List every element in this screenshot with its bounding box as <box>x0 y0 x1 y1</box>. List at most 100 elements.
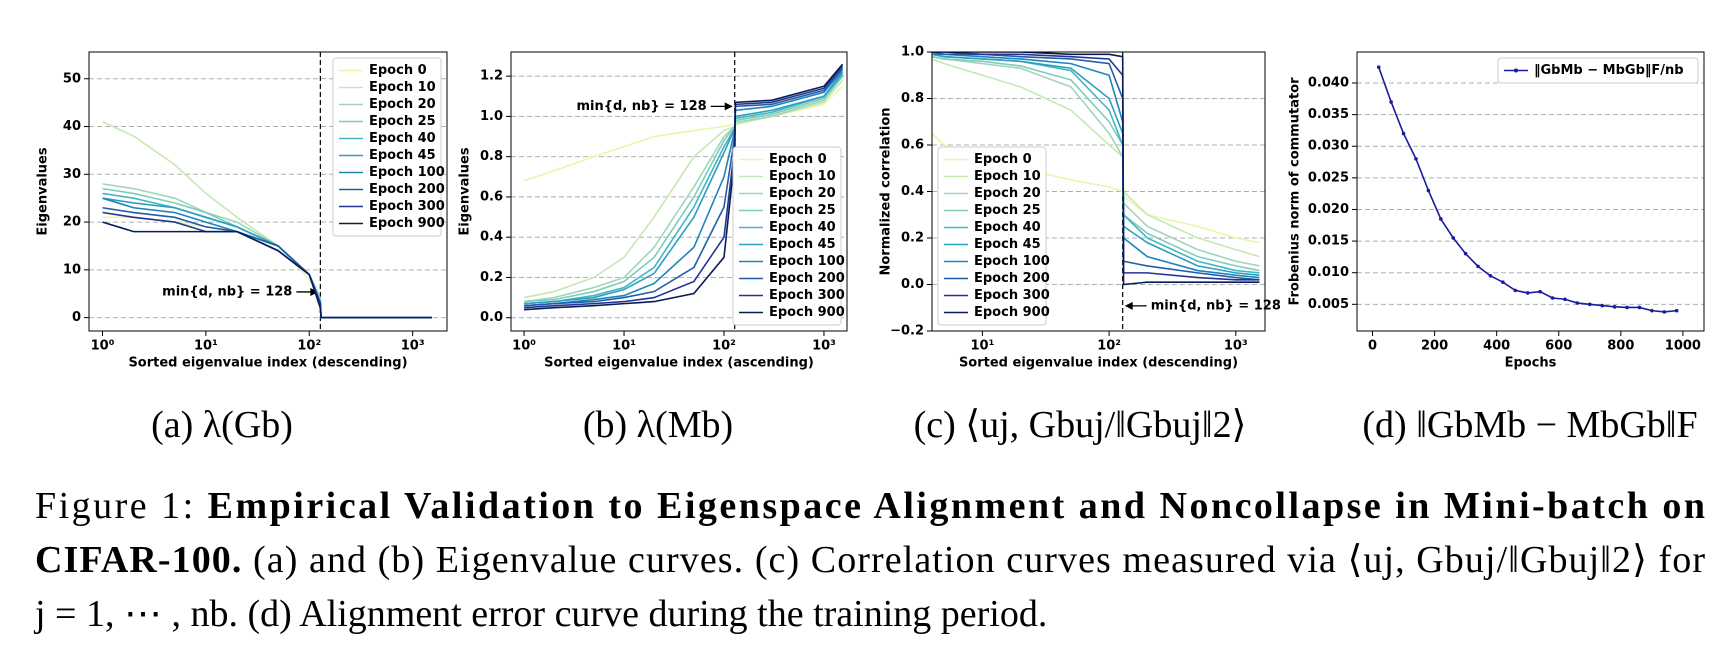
legend-label: Epoch 200 <box>369 182 445 197</box>
annotation: min{d, nb} = 128 <box>1151 298 1281 313</box>
annotation-arrowhead <box>724 102 733 111</box>
legend-label: Epoch 300 <box>769 288 845 303</box>
x-tick-label: 0 <box>1368 339 1377 354</box>
marker <box>1550 296 1555 300</box>
marker <box>1637 305 1642 310</box>
legend-label: Epoch 45 <box>974 237 1041 252</box>
series-line <box>524 73 844 305</box>
legend-label: Epoch 200 <box>974 271 1050 286</box>
y-tick-label: 0.020 <box>1308 202 1349 217</box>
subcaption: (c) ⟨uj, Gbuj/‖Gbuj‖2⟩ <box>914 404 1247 446</box>
series-line <box>932 53 1260 279</box>
y-tick-label: 0 <box>72 310 81 325</box>
marker <box>1650 308 1654 313</box>
series-line <box>932 55 1260 267</box>
marker <box>1612 305 1617 309</box>
marker <box>1426 188 1431 193</box>
annotation: min{d, nb} = 128 <box>162 284 292 299</box>
caption-line: Figure 1: Empirical Validation to Eigens… <box>35 485 1705 527</box>
marker <box>1662 310 1667 314</box>
x-tick-label: 10³ <box>812 339 836 354</box>
y-tick-label: 0.4 <box>901 184 924 199</box>
marker <box>1538 289 1542 294</box>
legend-label: Epoch 45 <box>769 237 836 252</box>
charts: 0 10 20 30 40 50 10⁰ 10¹ 10² 10³ Sorted eigenvalue… <box>36 45 1705 371</box>
x-axis-label: Sorted eigenvalue index (descending) <box>128 356 407 371</box>
x-tick-label: 200 <box>1421 339 1448 354</box>
series-line <box>1377 66 1677 313</box>
legend-label: Epoch 20 <box>769 186 836 201</box>
y-tick-label: 0.6 <box>480 189 503 204</box>
legend-label: Epoch 900 <box>769 305 845 320</box>
y-tick-label: 0.2 <box>480 270 503 285</box>
plot-frame <box>510 51 848 332</box>
y-tick-label: −0.2 <box>890 324 924 339</box>
x-tick-label: 800 <box>1607 339 1634 354</box>
series-line <box>932 58 1260 258</box>
series-line <box>102 221 432 319</box>
series-line <box>932 52 1260 281</box>
series-line <box>524 69 844 307</box>
legend-label: Epoch 10 <box>974 169 1041 184</box>
marker <box>1587 302 1592 307</box>
x-tick-label: 600 <box>1545 339 1572 354</box>
marker <box>1476 264 1480 269</box>
x-axis-label: Sorted eigenvalue index (ascending) <box>544 356 814 371</box>
legend-label: Epoch 10 <box>769 169 836 184</box>
x-tick-label: 10¹ <box>612 339 636 354</box>
y-tick-label: 50 <box>63 71 81 86</box>
marker <box>1401 131 1406 136</box>
legend-marker <box>1514 68 1518 73</box>
x-tick-label: 10² <box>712 339 736 354</box>
series-line <box>524 67 844 307</box>
legend-label: Epoch 100 <box>769 254 845 269</box>
caption-title: CIFAR-100. <box>35 539 241 581</box>
x-tick-label: 10¹ <box>971 339 995 354</box>
marker <box>1513 288 1518 293</box>
legend-box <box>732 146 842 326</box>
legend-label: Epoch 40 <box>974 220 1041 235</box>
legend-box <box>1497 57 1699 84</box>
caption-text: (a) and (b) Eigenvalue curves. (c) Corre… <box>253 539 1705 581</box>
legend-label: Epoch 45 <box>369 148 436 163</box>
legend-label: Epoch 40 <box>369 131 436 146</box>
y-tick-label: 0.8 <box>480 149 503 164</box>
caption-title: Empirical Validation to Eigenspace Align… <box>208 485 1705 527</box>
legend-label: Epoch 300 <box>369 199 445 214</box>
y-tick-label: 20 <box>63 215 81 230</box>
marker <box>1674 308 1679 313</box>
y-axis-label: Eigenvalues <box>458 147 473 235</box>
legend-label: Epoch 900 <box>974 305 1050 320</box>
caption-line: CIFAR-100. (a) and (b) Eigenvalue curves… <box>35 539 1705 581</box>
y-axis-label: Eigenvalues <box>36 147 51 235</box>
plot-frame <box>88 51 448 332</box>
y-tick-label: 0.005 <box>1308 297 1349 312</box>
y-tick-label: 30 <box>63 167 81 182</box>
legend-box <box>937 146 1047 326</box>
y-tick-label: 0.035 <box>1308 107 1349 122</box>
legend-label: Epoch 25 <box>974 203 1041 218</box>
y-tick-label: 0.6 <box>901 138 924 153</box>
y-tick-label: 0.8 <box>901 91 924 106</box>
x-tick-label: 10⁰ <box>91 339 115 354</box>
y-tick-label: 0.010 <box>1308 265 1349 280</box>
x-tick-label: 10³ <box>1224 339 1248 354</box>
marker <box>1389 100 1393 104</box>
marker <box>1563 297 1567 302</box>
subcaption: (a) λ(Gb) <box>151 404 293 446</box>
x-axis-label: Epochs <box>1505 356 1557 371</box>
legend-label: Epoch 900 <box>369 216 445 231</box>
y-axis-label: Normalized correlation <box>879 107 894 275</box>
legend-label: Epoch 0 <box>974 152 1032 167</box>
legend-label: ‖GbMb − MbGb‖F/nb <box>1534 63 1684 78</box>
marker <box>1625 305 1629 310</box>
subcaption: (b) λ(Mb) <box>583 404 733 446</box>
series-line <box>524 75 844 303</box>
y-tick-label: 10 <box>63 262 81 277</box>
x-tick-label: 10² <box>1097 339 1121 354</box>
y-tick-label: 0.0 <box>901 277 924 292</box>
y-tick-label: 1.0 <box>901 45 924 60</box>
x-axis-label: Sorted eigenvalue index (descending) <box>959 356 1238 371</box>
x-tick-label: 10¹ <box>194 339 218 354</box>
legend-label: Epoch 25 <box>369 114 436 129</box>
